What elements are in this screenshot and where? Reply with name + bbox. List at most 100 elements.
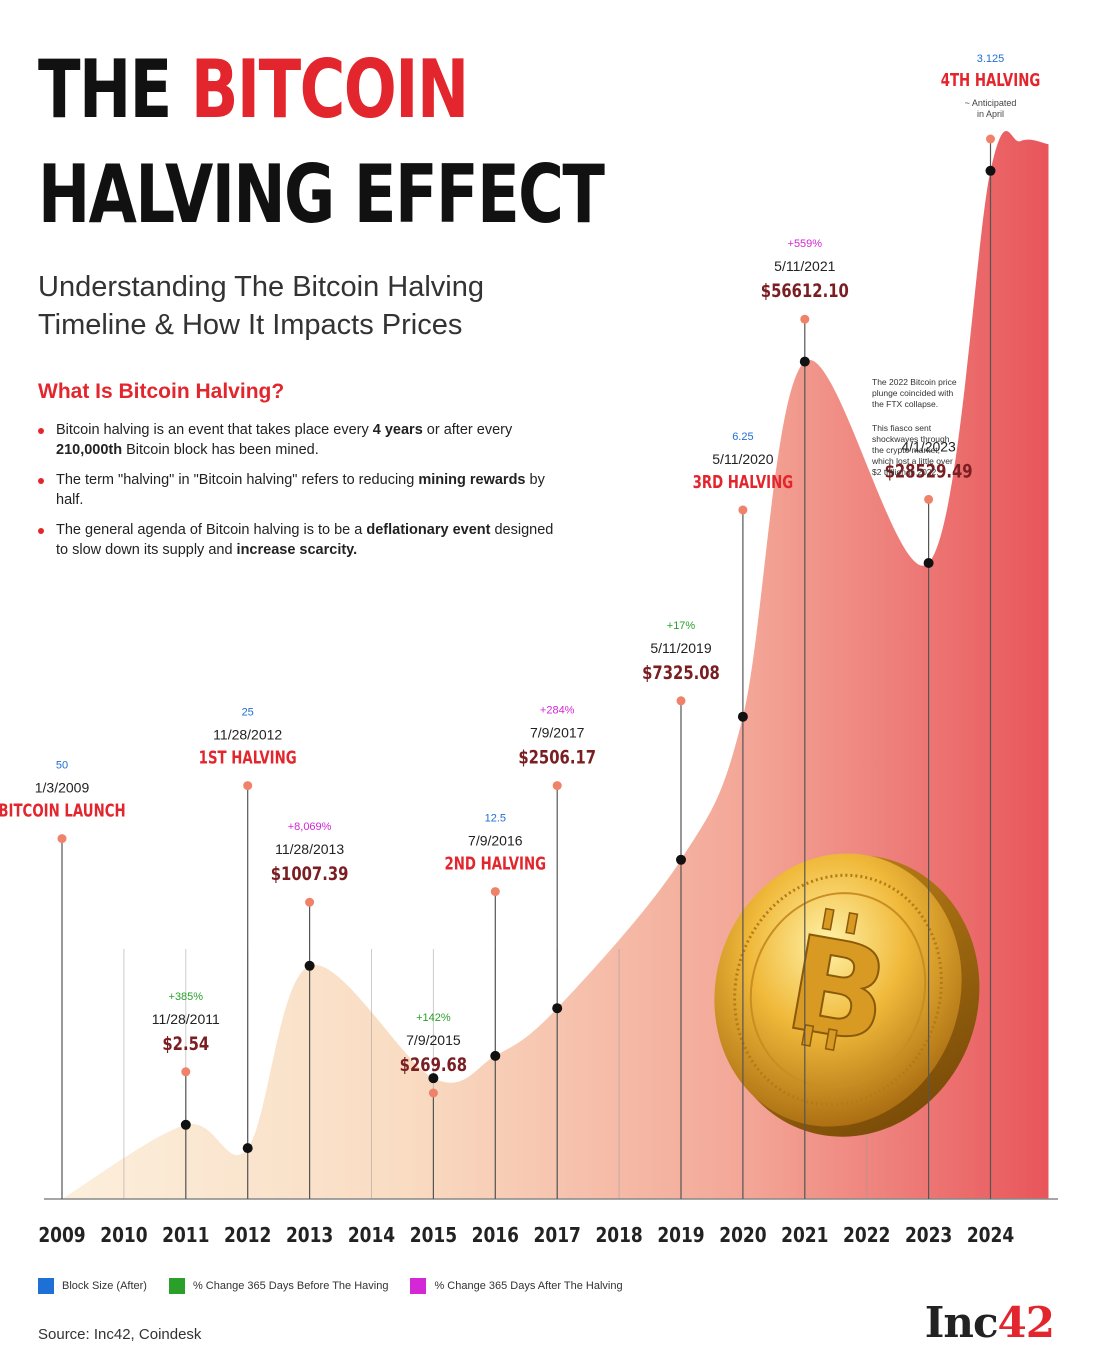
annotations: BITCOIN LAUNCH 1/3/2009 50 $2.54 11/28/2011 +… bbox=[0, 53, 1040, 1077]
data-point bbox=[923, 558, 934, 568]
bitcoin-coin-icon: B bbox=[714, 853, 980, 1137]
source-text: Source: Inc42, Coindesk bbox=[38, 1326, 202, 1343]
annotation-text: $7325.08 bbox=[642, 662, 720, 684]
annotation-text: $28529.49 bbox=[885, 461, 973, 483]
title-part2: BITCOIN bbox=[190, 43, 469, 136]
inc42-logo: Inc42 bbox=[924, 1298, 1055, 1347]
annotation-text: 11/28/2012 bbox=[213, 727, 282, 743]
annotation-text: +142% bbox=[416, 1012, 451, 1024]
data-point bbox=[180, 1119, 191, 1130]
bullet-text: mining rewards bbox=[418, 472, 526, 488]
legend-item: Block Size (After) bbox=[38, 1278, 147, 1294]
note-line: $2 trillion in 2022. bbox=[872, 467, 939, 477]
bullet-text: Bitcoin block has been mined. bbox=[122, 442, 319, 458]
note-line: which lost a little over bbox=[871, 456, 953, 466]
annotation-text: 5/11/2019 bbox=[650, 640, 711, 656]
x-tick-label: 2024 bbox=[967, 1225, 1014, 1248]
annotation-text: in April bbox=[977, 109, 1004, 119]
pin-head bbox=[243, 781, 253, 791]
legend-item: % Change 365 Days Before The Having bbox=[168, 1278, 389, 1294]
legend-label: Block Size (After) bbox=[62, 1280, 147, 1292]
legend-swatch bbox=[410, 1278, 427, 1294]
bullet-text: or after every bbox=[422, 422, 513, 438]
pin-head bbox=[800, 314, 810, 324]
annotation-text: +559% bbox=[788, 238, 823, 250]
note-line: the FTX collapse. bbox=[872, 399, 938, 409]
pin-head bbox=[676, 696, 686, 706]
pins bbox=[57, 134, 996, 1199]
legend-item: % Change 365 Days After The Halving bbox=[410, 1278, 623, 1294]
data-point bbox=[242, 1143, 253, 1154]
page-title-line2: HALVING EFFECT bbox=[38, 148, 605, 241]
annotation-text: 4TH HALVING bbox=[941, 69, 1041, 91]
annotation-text: 4/1/2023 bbox=[901, 438, 956, 454]
annotation-text: 5/11/2020 bbox=[712, 451, 773, 467]
bullet-item: The term "halving" in "Bitcoin halving" … bbox=[38, 470, 558, 510]
x-tick-label: 2011 bbox=[162, 1225, 209, 1248]
pin-head bbox=[305, 897, 315, 907]
pin-head bbox=[924, 494, 934, 504]
legend-label: % Change 365 Days Before The Having bbox=[192, 1280, 389, 1292]
x-tick-label: 2021 bbox=[781, 1225, 828, 1248]
note-line: shockwaves through bbox=[872, 434, 950, 444]
page-title-line1: THE BITCOIN bbox=[38, 50, 469, 130]
data-point bbox=[985, 165, 996, 176]
note-line: plunge coincided with bbox=[872, 388, 954, 398]
annotation-text: 11/28/2013 bbox=[275, 841, 344, 857]
annotation-text: +8,069% bbox=[288, 821, 332, 833]
bullet-text: 4 years bbox=[372, 422, 423, 438]
bullet-text: The term "halving" in "Bitcoin halving" … bbox=[56, 472, 419, 488]
what-is-bullets: Bitcoin halving is an event that takes p… bbox=[38, 420, 558, 570]
data-point bbox=[428, 1073, 439, 1084]
annotation-text: 3RD HALVING bbox=[693, 471, 794, 493]
pin-head bbox=[57, 834, 67, 844]
title-part1: THE bbox=[38, 43, 191, 136]
bullet-text: by half. bbox=[56, 472, 545, 508]
annotation-text: 1ST HALVING bbox=[199, 747, 297, 769]
annotation-text: 1/3/2009 bbox=[35, 780, 90, 796]
note-line: the crypto market, bbox=[872, 445, 940, 455]
annotation-text: ~ Anticipated bbox=[965, 98, 1017, 108]
data-point bbox=[552, 1003, 563, 1014]
x-tick-label: 2020 bbox=[719, 1225, 766, 1248]
annotation-text: 3.125 bbox=[977, 53, 1005, 65]
annotation-text: 11/28/2011 bbox=[152, 1011, 220, 1027]
x-tick-label: 2010 bbox=[100, 1225, 147, 1248]
data-point bbox=[676, 854, 686, 865]
legend-label: % Change 365 Days After The Halving bbox=[434, 1280, 623, 1292]
note-line: The 2022 Bitcoin price bbox=[872, 377, 957, 387]
x-tick-labels: 2009 2010 2011 2012 2013 2014 2015 2016 2017 2018… bbox=[38, 1225, 1014, 1248]
x-tick-label: 2016 bbox=[472, 1225, 519, 1248]
logo-num: 42 bbox=[997, 1298, 1055, 1347]
bullet-text: designed to slow down its supply and bbox=[56, 522, 554, 558]
bullet-item: The general agenda of Bitcoin halving is… bbox=[38, 520, 558, 560]
x-tick-label: 2014 bbox=[348, 1225, 395, 1248]
pin-head bbox=[552, 781, 562, 791]
annotation-text: +385% bbox=[169, 991, 204, 1003]
pin-head bbox=[490, 887, 500, 897]
pin-head bbox=[738, 505, 748, 515]
data-point bbox=[799, 356, 810, 367]
logo-text: Inc bbox=[924, 1298, 999, 1347]
x-tick-label: 2018 bbox=[595, 1225, 642, 1248]
subtitle: Understanding The Bitcoin Halving Timeli… bbox=[38, 268, 598, 344]
what-is-heading: What Is Bitcoin Halving? bbox=[38, 380, 285, 403]
x-tick-label: 2019 bbox=[657, 1225, 704, 1248]
annotation-text: 5/11/2021 bbox=[774, 258, 835, 274]
bullet-text: 210,000th bbox=[56, 442, 123, 458]
bullet-text: increase scarcity. bbox=[236, 542, 358, 558]
annotation-text: $269.68 bbox=[400, 1054, 467, 1076]
bullet-text: Bitcoin halving is an event that takes p… bbox=[56, 422, 373, 438]
x-tick-label: 2013 bbox=[286, 1225, 333, 1248]
annotation-text: $1007.39 bbox=[271, 863, 349, 885]
data-point bbox=[737, 711, 748, 722]
data-point bbox=[490, 1050, 501, 1061]
legend-swatch bbox=[168, 1278, 185, 1294]
annotation-text: BITCOIN LAUNCH bbox=[0, 800, 126, 822]
x-tick-label: 2009 bbox=[38, 1225, 85, 1248]
pin-head bbox=[428, 1088, 438, 1098]
x-tick-label: 2012 bbox=[224, 1225, 271, 1248]
annotation-text: 7/9/2016 bbox=[468, 833, 523, 849]
